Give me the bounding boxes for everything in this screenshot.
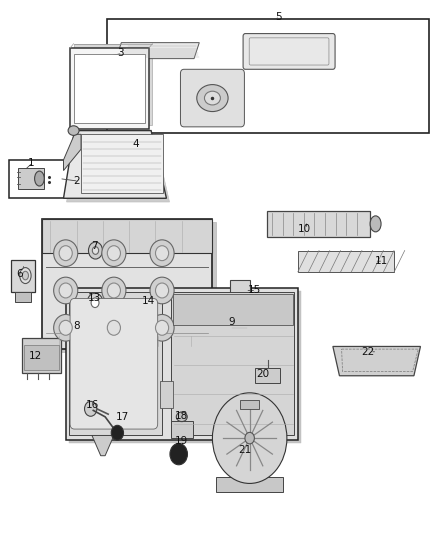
Ellipse shape: [155, 283, 169, 298]
Text: 11: 11: [374, 256, 388, 266]
Polygon shape: [67, 134, 170, 202]
Text: 13: 13: [88, 294, 101, 303]
Bar: [18, 168, 44, 189]
Circle shape: [111, 425, 124, 440]
Bar: [230, 280, 250, 336]
Ellipse shape: [68, 126, 79, 135]
FancyBboxPatch shape: [243, 34, 335, 69]
Bar: [22, 338, 61, 373]
Ellipse shape: [205, 91, 220, 105]
Bar: [42, 219, 212, 349]
Ellipse shape: [102, 314, 126, 341]
Bar: [267, 211, 370, 237]
Bar: [160, 381, 173, 408]
Ellipse shape: [150, 314, 174, 341]
Text: 4: 4: [132, 139, 139, 149]
Bar: [42, 219, 212, 253]
Ellipse shape: [150, 240, 174, 266]
Ellipse shape: [370, 216, 381, 232]
Text: 20: 20: [256, 369, 269, 379]
Text: 18: 18: [175, 411, 188, 421]
Text: 12: 12: [28, 351, 42, 361]
Ellipse shape: [20, 268, 31, 284]
Ellipse shape: [150, 277, 174, 304]
Bar: [255, 368, 280, 383]
Ellipse shape: [102, 240, 126, 266]
Bar: [9, 160, 90, 198]
Ellipse shape: [102, 277, 126, 304]
Ellipse shape: [107, 320, 120, 335]
Ellipse shape: [155, 320, 169, 335]
Circle shape: [143, 300, 152, 312]
Ellipse shape: [53, 240, 78, 266]
Circle shape: [92, 247, 99, 254]
Ellipse shape: [59, 320, 72, 335]
Polygon shape: [11, 260, 35, 292]
Bar: [66, 288, 298, 440]
Text: 8: 8: [73, 321, 80, 331]
Text: 14: 14: [142, 296, 155, 306]
Polygon shape: [64, 134, 81, 171]
FancyBboxPatch shape: [70, 298, 158, 429]
Bar: [74, 44, 152, 125]
Bar: [69, 291, 301, 443]
Circle shape: [212, 393, 287, 483]
Text: 22: 22: [361, 347, 374, 357]
FancyBboxPatch shape: [180, 69, 244, 127]
Ellipse shape: [53, 314, 78, 341]
Ellipse shape: [176, 412, 187, 422]
Text: 6: 6: [16, 270, 23, 279]
Bar: [81, 134, 163, 193]
Ellipse shape: [107, 283, 120, 298]
Polygon shape: [333, 346, 420, 376]
Text: 9: 9: [229, 318, 236, 327]
Bar: [173, 294, 293, 325]
Text: 21: 21: [239, 446, 252, 455]
Bar: [171, 421, 193, 438]
Ellipse shape: [155, 246, 169, 261]
Circle shape: [170, 443, 187, 465]
Circle shape: [91, 298, 99, 308]
Polygon shape: [92, 435, 114, 456]
Text: 10: 10: [298, 224, 311, 234]
Polygon shape: [116, 43, 199, 59]
Circle shape: [88, 242, 102, 259]
Circle shape: [85, 401, 97, 416]
Text: 5: 5: [275, 12, 282, 22]
Text: 1: 1: [27, 158, 34, 167]
Bar: [74, 54, 145, 123]
Ellipse shape: [107, 246, 120, 261]
Bar: [69, 292, 162, 435]
Polygon shape: [64, 131, 166, 198]
Text: 17: 17: [116, 412, 129, 422]
Polygon shape: [15, 292, 31, 302]
Text: 2: 2: [73, 176, 80, 186]
Ellipse shape: [197, 85, 228, 111]
Text: 15: 15: [247, 286, 261, 295]
Bar: [24, 345, 59, 370]
Bar: [216, 477, 283, 492]
Text: 19: 19: [175, 436, 188, 446]
Ellipse shape: [59, 246, 72, 261]
Text: 16: 16: [85, 400, 99, 410]
Ellipse shape: [35, 171, 44, 186]
Text: 3: 3: [117, 49, 124, 58]
Ellipse shape: [59, 283, 72, 298]
Bar: [45, 222, 216, 352]
Bar: [298, 251, 394, 272]
Bar: [70, 48, 149, 129]
Bar: [171, 292, 294, 435]
Text: 7: 7: [91, 241, 98, 251]
Ellipse shape: [53, 277, 78, 304]
Ellipse shape: [22, 271, 28, 280]
Circle shape: [87, 293, 103, 312]
Bar: [107, 19, 429, 133]
Circle shape: [245, 432, 254, 444]
Polygon shape: [116, 74, 147, 123]
Bar: [240, 400, 259, 409]
